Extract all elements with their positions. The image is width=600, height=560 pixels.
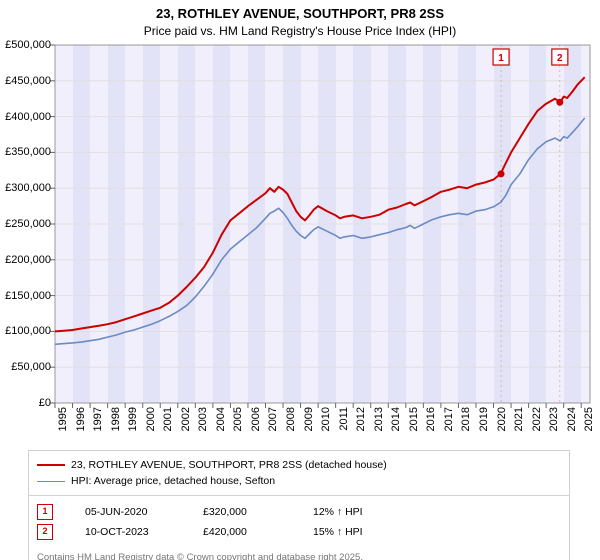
y-tick-label: £450,000	[1, 75, 51, 87]
y-tick-label: £150,000	[1, 290, 51, 302]
x-tick-label: 2018	[460, 407, 472, 431]
x-tick-label: 2010	[320, 407, 332, 431]
legend-item: 23, ROTHLEY AVENUE, SOUTHPORT, PR8 2SS (…	[37, 457, 561, 473]
x-tick-label: 1999	[127, 407, 139, 431]
x-tick-label: 1995	[57, 407, 69, 431]
y-tick-label: £0	[1, 397, 51, 409]
marker-row: 1 05-JUN-2020£320,00012% ↑ HPI	[37, 502, 561, 522]
x-tick-label: 2014	[390, 407, 402, 431]
svg-text:1: 1	[498, 53, 504, 64]
x-tick-label: 2004	[215, 407, 227, 431]
x-tick-label: 1998	[110, 407, 122, 431]
y-tick-label: £350,000	[1, 146, 51, 158]
x-tick-label: 2013	[373, 407, 385, 431]
marker-date: 05-JUN-2020	[85, 506, 203, 518]
x-tick-label: 2007	[267, 407, 279, 431]
x-tick-label: 1996	[75, 407, 87, 431]
x-tick-label: 2022	[531, 407, 543, 431]
chart-title-address: 23, ROTHLEY AVENUE, SOUTHPORT, PR8 2SS	[0, 6, 600, 21]
marker-price: £420,000	[203, 526, 313, 538]
legend-label: HPI: Average price, detached house, Seft…	[71, 475, 275, 487]
x-tick-label: 2006	[250, 407, 262, 431]
x-tick-label: 2015	[408, 407, 420, 431]
x-tick-label: 2012	[355, 407, 367, 431]
x-tick-label: 2017	[443, 407, 455, 431]
x-tick-label: 2002	[180, 407, 192, 431]
legend: 23, ROTHLEY AVENUE, SOUTHPORT, PR8 2SS (…	[29, 451, 569, 496]
marker-row: 2 10-OCT-2023£420,00015% ↑ HPI	[37, 522, 561, 542]
chart-footer: 23, ROTHLEY AVENUE, SOUTHPORT, PR8 2SS (…	[28, 450, 570, 560]
y-tick-label: £50,000	[1, 361, 51, 373]
x-tick-label: 2019	[478, 407, 490, 431]
marker-number-box: 2	[37, 524, 53, 540]
x-tick-label: 2009	[303, 407, 315, 431]
x-tick-label: 2000	[145, 407, 157, 431]
marker-delta: 12% ↑ HPI	[313, 506, 363, 518]
y-tick-label: £100,000	[1, 325, 51, 337]
x-tick-label: 2008	[285, 407, 297, 431]
x-tick-label: 2024	[566, 407, 578, 431]
legend-item: HPI: Average price, detached house, Seft…	[37, 473, 561, 489]
y-tick-label: £300,000	[1, 182, 51, 194]
y-tick-label: £250,000	[1, 218, 51, 230]
svg-text:2: 2	[557, 53, 563, 64]
x-tick-label: 2003	[197, 407, 209, 431]
marker-table: 1 05-JUN-2020£320,00012% ↑ HPI 2 10-OCT-202…	[29, 496, 569, 548]
x-tick-label: 2005	[232, 407, 244, 431]
x-tick-label: 2021	[513, 407, 525, 431]
x-tick-label: 2023	[548, 407, 560, 431]
y-tick-label: £200,000	[1, 254, 51, 266]
x-tick-label: 2011	[338, 407, 350, 431]
chart-svg: 12	[55, 45, 590, 403]
marker-number-box: 1	[37, 504, 53, 520]
marker-date: 10-OCT-2023	[85, 526, 203, 538]
x-tick-label: 1997	[92, 407, 104, 431]
chart-subtitle: Price paid vs. HM Land Registry's House …	[0, 24, 600, 38]
license-text: Contains HM Land Registry data © Crown c…	[29, 548, 569, 560]
legend-color-swatch	[37, 464, 65, 466]
legend-color-swatch	[37, 481, 65, 482]
marker-delta: 15% ↑ HPI	[313, 526, 363, 538]
x-tick-label: 2025	[583, 407, 595, 431]
y-tick-label: £400,000	[1, 111, 51, 123]
y-tick-label: £500,000	[1, 39, 51, 51]
marker-price: £320,000	[203, 506, 313, 518]
x-tick-label: 2001	[162, 407, 174, 431]
license-line-1: Contains HM Land Registry data © Crown c…	[37, 552, 561, 560]
x-tick-label: 2016	[425, 407, 437, 431]
x-tick-label: 2020	[496, 407, 508, 431]
legend-label: 23, ROTHLEY AVENUE, SOUTHPORT, PR8 2SS (…	[71, 459, 387, 471]
